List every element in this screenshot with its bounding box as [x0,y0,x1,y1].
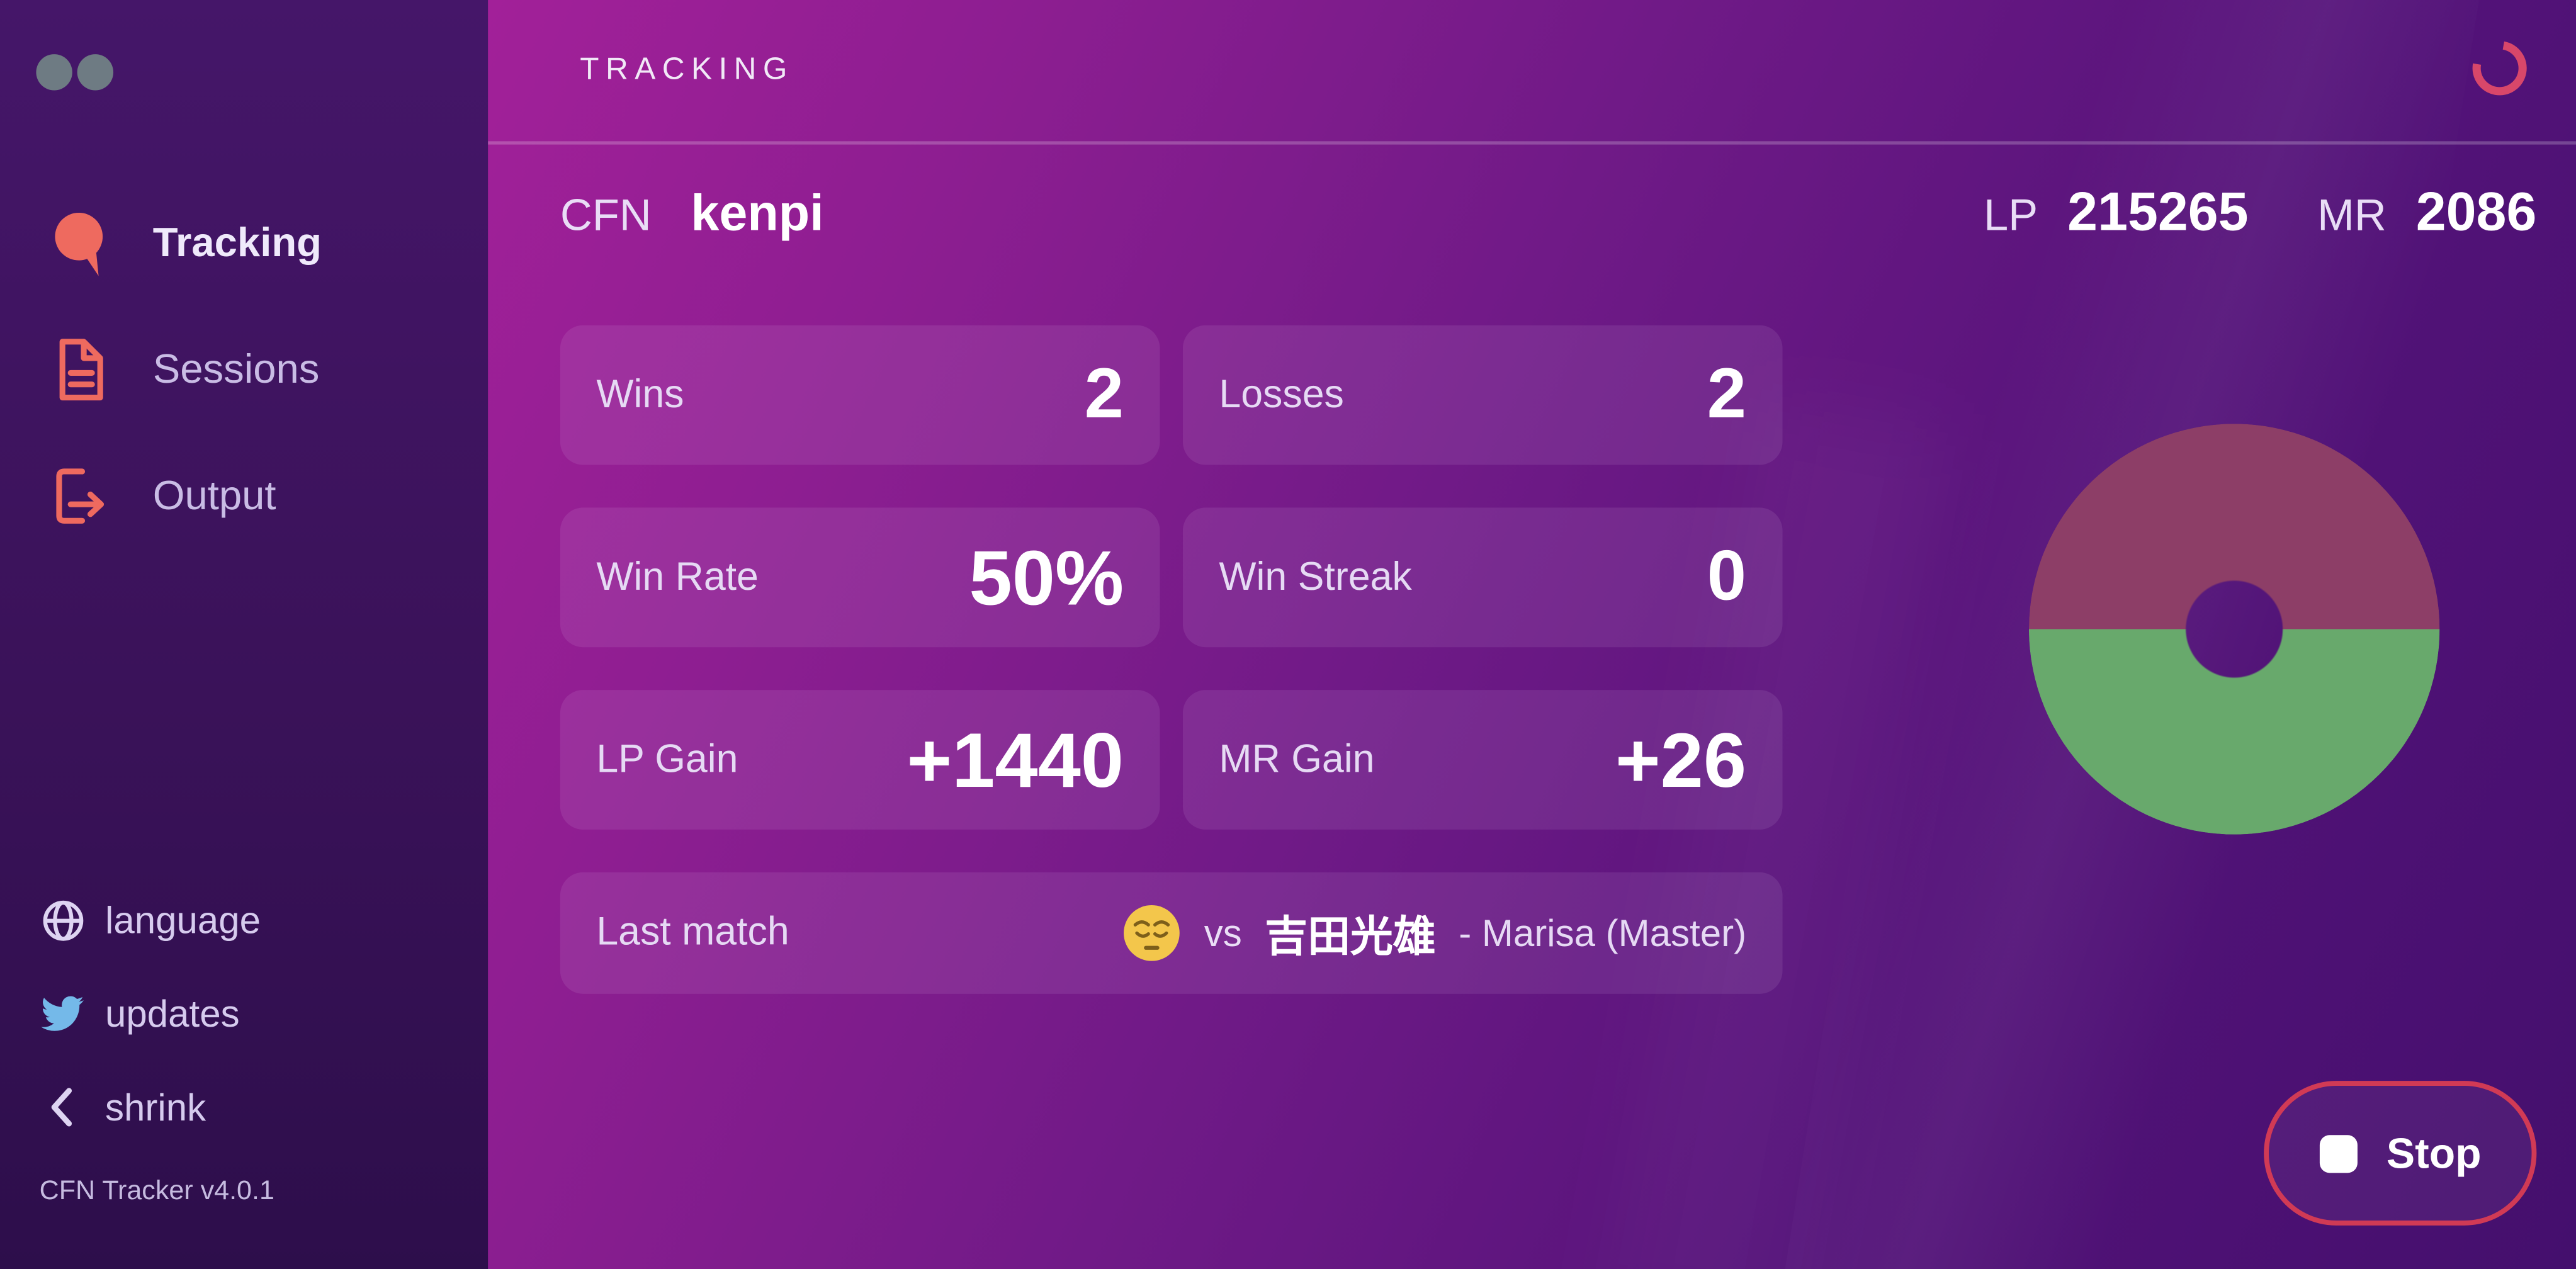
sidebar: Tracking Sessions [0,0,489,1269]
app-version: CFN Tracker v4.0.1 [39,1176,274,1206]
sidebar-item-language[interactable]: language [40,890,274,949]
stop-square-icon [2319,1134,2357,1173]
cfn-name: kenpi [691,184,824,242]
sidebar-item-label: language [105,898,261,941]
stat-card-win-rate: Win Rate 50% [560,507,1160,648]
stat-label: MR Gain [1219,736,1375,781]
stat-value: 0 [1707,537,1747,616]
loading-spinner-icon [2461,30,2538,106]
tracking-content: CFN kenpi LP 215265 MR 2086 Wins 2 Losse… [488,145,2576,1266]
window-controls [36,54,114,91]
window-minimize-button[interactable] [77,54,114,91]
stat-label: Losses [1219,372,1344,417]
stat-value: +26 [1615,716,1747,804]
sidebar-nav: Tracking Sessions [0,207,488,587]
sidebar-item-label: Sessions [152,346,320,392]
mr-value: 2086 [2415,181,2537,242]
sidebar-footer: language updates shrink CFN Tracke [40,890,274,1207]
stop-button-label: Stop [2386,1127,2482,1177]
stat-value: 50% [969,534,1124,621]
twitter-icon [40,991,86,1037]
sidebar-item-label: shrink [105,1085,206,1128]
sidebar-item-updates[interactable]: updates [40,984,274,1043]
stat-card-win-streak: Win Streak 0 [1182,507,1783,648]
window-close-button[interactable] [36,54,72,91]
document-icon [44,334,116,406]
sidebar-item-label: Tracking [152,219,322,266]
sidebar-item-shrink[interactable]: shrink [40,1078,274,1137]
pensive-face-emoji [1122,903,1181,962]
stat-label: LP Gain [596,736,738,781]
stop-button[interactable]: Stop [2264,1081,2537,1226]
globe-icon [40,897,86,943]
lp-value: 215265 [2067,181,2249,242]
mr-label: MR [2317,190,2387,240]
cfn-label: CFN [560,190,652,240]
export-icon [44,460,116,533]
lp-label: LP [1983,190,2038,240]
win-rate-donut [2028,424,2440,835]
stat-card-wins: Wins 2 [560,325,1160,465]
last-match-card: Last match vs [560,872,1783,994]
stats-grid: Wins 2 Losses 2 Win Rate 50% Win Streak … [560,325,1783,994]
chevron-left-icon [40,1084,86,1130]
last-match-character-rank: - Marisa (Master) [1459,911,1747,954]
main-panel: TRACKING CFN kenpi LP 215265 MR 2086 Win… [488,0,2576,1269]
tracker-balloon-icon [44,207,116,279]
sidebar-item-sessions[interactable]: Sessions [0,334,488,406]
stat-card-mr-gain: MR Gain +26 [1182,690,1783,830]
last-match-label: Last match [596,910,789,955]
sidebar-item-label: Output [152,472,276,519]
sidebar-item-output[interactable]: Output [0,460,488,533]
stat-card-losses: Losses 2 [1182,325,1783,465]
stat-value: 2 [1707,354,1747,434]
last-match-vs: vs [1204,911,1242,954]
sidebar-item-tracking[interactable]: Tracking [0,207,488,279]
page-title: TRACKING [580,52,794,87]
stat-label: Win Rate [596,554,759,599]
stat-value: 2 [1084,354,1124,434]
stat-label: Win Streak [1219,554,1412,599]
player-row: CFN kenpi LP 215265 MR 2086 [560,181,2536,243]
last-match-opponent: 吉田光雄 [1265,911,1436,961]
sidebar-item-label: updates [105,991,240,1034]
main-header: TRACKING [488,0,2576,145]
stat-value: +1440 [907,716,1124,804]
stat-card-lp-gain: LP Gain +1440 [560,690,1160,830]
stat-label: Wins [596,372,684,417]
last-match-info: vs 吉田光雄 - Marisa (Master) [1122,903,1746,964]
